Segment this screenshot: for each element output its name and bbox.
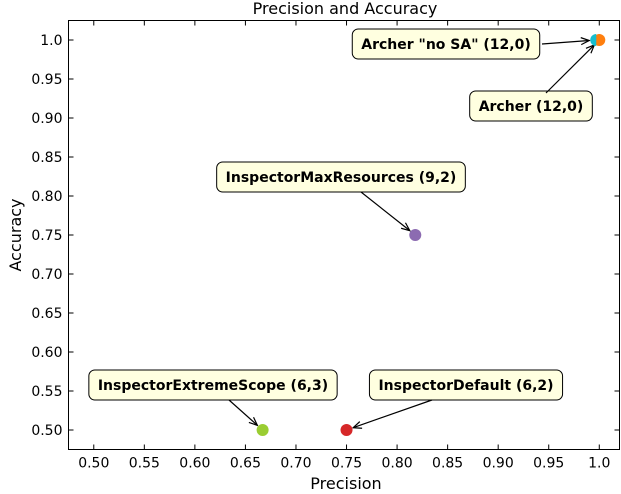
y-tick-label: 1.0 (40, 33, 62, 49)
x-tick-label: 0.80 (381, 456, 412, 472)
y-tick-label: 0.85 (31, 150, 62, 166)
x-tick-label: 0.50 (78, 456, 109, 472)
annotation: InspectorDefault (6,2) (351, 369, 564, 429)
annotation-box (351, 28, 541, 60)
x-tick-label: 0.65 (230, 456, 261, 472)
x-tick-label: 0.90 (483, 456, 514, 472)
annotation-box (88, 369, 338, 401)
x-tick-label: 1.0 (588, 456, 610, 472)
axis-ticks: 0.50 0.55 0.60 0.65 0.70 0.75 0.80 0.85 0.90 0.95… (31, 20, 620, 472)
x-axis-title: Precision (310, 474, 381, 493)
y-tick-label: 0.65 (31, 306, 62, 322)
y-tick-label: 0.50 (31, 423, 62, 439)
arrow-line (352, 399, 433, 429)
annotation: InspectorExtremeScope (6,3) (88, 369, 338, 427)
y-tick-label: 0.75 (31, 228, 62, 244)
arrow-line (545, 44, 595, 94)
annotation-label: InspectorExtremeScope (6,3) (98, 378, 328, 394)
annotation-label: Archer (12,0) (479, 99, 584, 115)
x-tick-label: 0.60 (179, 456, 210, 472)
y-tick-label: 0.90 (31, 111, 62, 127)
annotation-label: InspectorMaxResources (9,2) (226, 170, 457, 186)
annotation: Archer "no SA" (12,0) (351, 28, 591, 60)
data-point (409, 229, 422, 241)
arrow-head (351, 421, 363, 429)
y-tick-label: 0.80 (31, 189, 62, 205)
arrow-line (360, 191, 411, 232)
data-points (256, 34, 606, 436)
annotation-label: InspectorDefault (6,2) (378, 378, 553, 394)
y-axis-title: Accuracy (6, 198, 25, 271)
x-tick-label: 0.95 (533, 456, 564, 472)
annotations: Archer (12,0) Archer "no SA" (12,0) Inspec… (88, 28, 596, 429)
arrow-line (541, 39, 590, 45)
arrow-line (228, 399, 258, 426)
y-tick-label: 0.70 (31, 267, 62, 283)
annotation: Archer (12,0) (469, 43, 596, 122)
annotation-label: Archer "no SA" (12,0) (361, 37, 530, 53)
y-tick-label: 0.95 (31, 72, 62, 88)
y-tick-label: 0.60 (31, 345, 62, 361)
y-tick-label: 0.55 (31, 384, 62, 400)
x-tick-label: 0.85 (432, 456, 463, 472)
annotation-box (368, 369, 564, 401)
x-tick-label: 0.70 (280, 456, 311, 472)
data-point (590, 34, 597, 46)
chart-title: Precision and Accuracy (253, 0, 438, 18)
x-tick-label: 0.75 (331, 456, 362, 472)
data-point (256, 424, 269, 436)
arrow-head (248, 416, 259, 427)
x-tick-label: 0.55 (129, 456, 160, 472)
arrow-head (400, 222, 411, 232)
annotation: InspectorMaxResources (9,2) (216, 161, 466, 232)
annotation-box (216, 161, 466, 193)
data-point (593, 34, 606, 46)
data-point (340, 424, 353, 436)
annotation-box (469, 90, 593, 122)
arrow-head (580, 37, 591, 46)
